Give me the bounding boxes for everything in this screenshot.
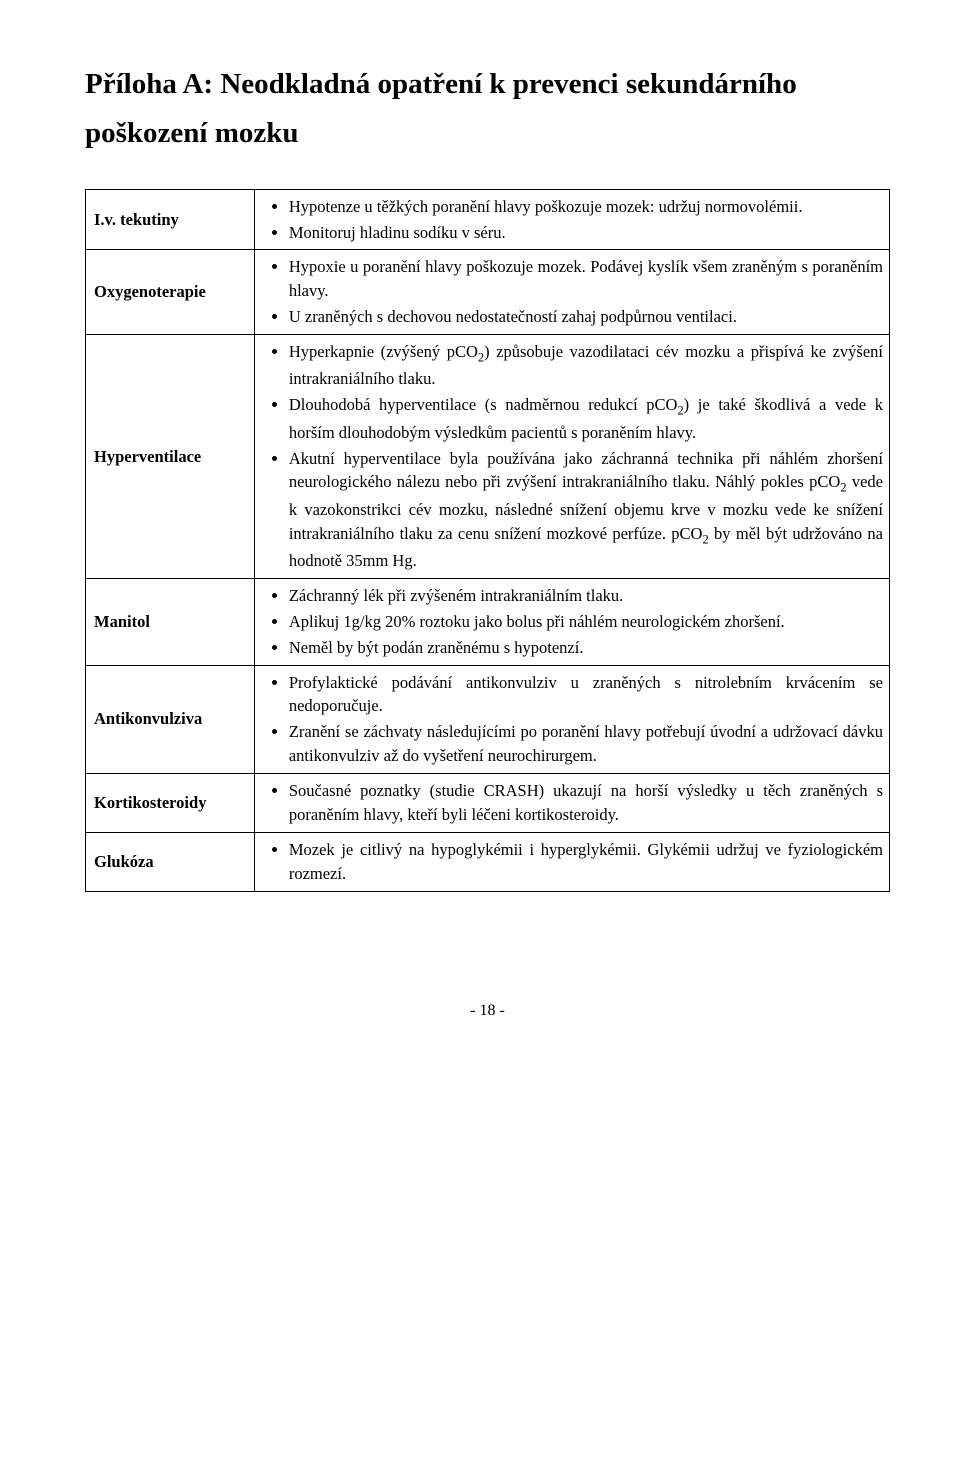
row-content: Hypoxie u poranění hlavy poškozuje mozek… (254, 250, 889, 335)
table-row: Hyperventilace Hyperkapnie (zvýšený pCO2)… (86, 335, 890, 579)
bullet-list: Hyperkapnie (zvýšený pCO2) způsobuje vaz… (261, 340, 883, 573)
row-content: Hyperkapnie (zvýšený pCO2) způsobuje vaz… (254, 335, 889, 579)
bullet-list: Profylaktické podávání antikonvulziv u z… (261, 671, 883, 769)
list-item: Aplikuj 1g/kg 20% roztoku jako bolus při… (289, 610, 883, 634)
row-label: I.v. tekutiny (86, 189, 255, 250)
table-row: Antikonvulziva Profylaktické podávání ant… (86, 665, 890, 774)
document-title: Příloha A: Neodkladná opatření k prevenc… (85, 60, 890, 159)
list-item: Neměl by být podán zraněnému s hypotenzí… (289, 636, 883, 660)
table-row: I.v. tekutiny Hypotenze u těžkých poraněn… (86, 189, 890, 250)
row-label: Hyperventilace (86, 335, 255, 579)
list-item: Hypotenze u těžkých poranění hlavy poško… (289, 195, 883, 219)
bullet-list: Hypoxie u poranění hlavy poškozuje mozek… (261, 255, 883, 329)
row-content: Záchranný lék při zvýšeném intrakraniáln… (254, 578, 889, 665)
row-label: Kortikosteroidy (86, 774, 255, 833)
row-content: Profylaktické podávání antikonvulziv u z… (254, 665, 889, 774)
list-item: Profylaktické podávání antikonvulziv u z… (289, 671, 883, 719)
row-content: Hypotenze u těžkých poranění hlavy poško… (254, 189, 889, 250)
row-label: Manitol (86, 578, 255, 665)
table-row: Glukóza Mozek je citlivý na hypoglykémii … (86, 833, 890, 892)
bullet-list: Současné poznatky (studie CRASH) ukazují… (261, 779, 883, 827)
row-label: Glukóza (86, 833, 255, 892)
list-item: Záchranný lék při zvýšeném intrakraniáln… (289, 584, 883, 608)
table-row: Oxygenoterapie Hypoxie u poranění hlavy p… (86, 250, 890, 335)
list-item: Současné poznatky (studie CRASH) ukazují… (289, 779, 883, 827)
table-row: Kortikosteroidy Současné poznatky (studie… (86, 774, 890, 833)
bullet-list: Záchranný lék při zvýšeném intrakraniáln… (261, 584, 883, 660)
list-item: Hyperkapnie (zvýšený pCO2) způsobuje vaz… (289, 340, 883, 391)
page-number: - 18 - (85, 1002, 890, 1020)
row-label: Oxygenoterapie (86, 250, 255, 335)
list-item: Monitoruj hladinu sodíku v séru. (289, 221, 883, 245)
table-row: Manitol Záchranný lék při zvýšeném intrak… (86, 578, 890, 665)
list-item: Mozek je citlivý na hypoglykémii i hyper… (289, 838, 883, 886)
list-item: U zraněných s dechovou nedostatečností z… (289, 305, 883, 329)
list-item: Hypoxie u poranění hlavy poškozuje mozek… (289, 255, 883, 303)
bullet-list: Hypotenze u těžkých poranění hlavy poško… (261, 195, 883, 245)
list-item: Dlouhodobá hyperventilace (s nadměrnou r… (289, 393, 883, 444)
row-content: Mozek je citlivý na hypoglykémii i hyper… (254, 833, 889, 892)
list-item: Zranění se záchvaty následujícími po por… (289, 720, 883, 768)
row-label: Antikonvulziva (86, 665, 255, 774)
row-content: Současné poznatky (studie CRASH) ukazují… (254, 774, 889, 833)
measures-table: I.v. tekutiny Hypotenze u těžkých poraněn… (85, 189, 890, 892)
list-item: Akutní hyperventilace byla používána jak… (289, 447, 883, 573)
bullet-list: Mozek je citlivý na hypoglykémii i hyper… (261, 838, 883, 886)
